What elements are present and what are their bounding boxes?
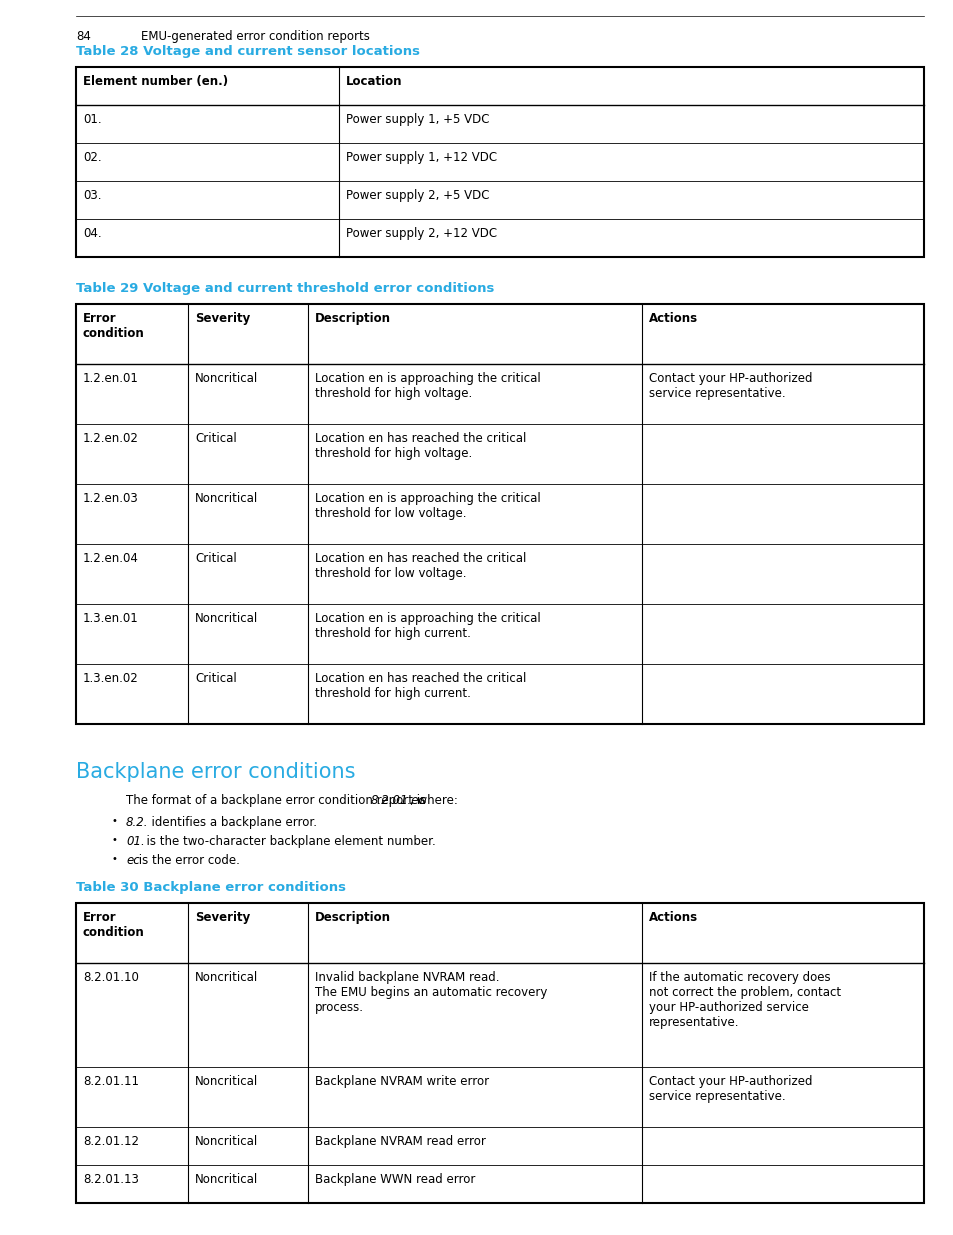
Text: Noncritical: Noncritical xyxy=(194,492,258,505)
Text: •: • xyxy=(112,835,118,845)
Text: Power supply 2, +5 VDC: Power supply 2, +5 VDC xyxy=(346,189,489,203)
Bar xyxy=(76,903,923,1203)
Text: Backplane WWN read error: Backplane WWN read error xyxy=(315,1173,476,1186)
Text: 04.: 04. xyxy=(83,227,102,240)
Text: Location: Location xyxy=(346,75,402,88)
Text: ec: ec xyxy=(126,853,139,867)
Text: identifies a backplane error.: identifies a backplane error. xyxy=(144,816,316,829)
Text: Noncritical: Noncritical xyxy=(194,971,258,984)
Text: 8.2.: 8.2. xyxy=(126,816,149,829)
Text: 8.2.01.13: 8.2.01.13 xyxy=(83,1173,139,1186)
Text: , where:: , where: xyxy=(410,794,457,806)
Text: Backplane error conditions: Backplane error conditions xyxy=(76,762,355,782)
Text: Error
condition: Error condition xyxy=(83,312,145,340)
Text: Severity: Severity xyxy=(194,312,250,325)
Text: 1.3.en.01: 1.3.en.01 xyxy=(83,613,138,625)
Text: If the automatic recovery does
not correct the problem, contact
your HP-authoriz: If the automatic recovery does not corre… xyxy=(648,971,840,1029)
Text: Severity: Severity xyxy=(194,911,250,924)
Text: Error
condition: Error condition xyxy=(83,911,145,939)
Bar xyxy=(76,304,923,724)
Text: 01.: 01. xyxy=(83,112,102,126)
Text: 01.: 01. xyxy=(126,835,145,848)
Text: Noncritical: Noncritical xyxy=(194,1135,258,1149)
Text: Noncritical: Noncritical xyxy=(194,1074,258,1088)
Text: 8.2.01.11: 8.2.01.11 xyxy=(83,1074,139,1088)
Text: Table 30 Backplane error conditions: Table 30 Backplane error conditions xyxy=(76,881,346,894)
Text: EMU-generated error condition reports: EMU-generated error condition reports xyxy=(141,30,370,43)
Text: Actions: Actions xyxy=(648,911,697,924)
Text: •: • xyxy=(112,853,118,864)
Text: 1.2.en.04: 1.2.en.04 xyxy=(83,552,139,564)
Text: Invalid backplane NVRAM read.
The EMU begins an automatic recovery
process.: Invalid backplane NVRAM read. The EMU be… xyxy=(315,971,547,1014)
Text: 1.2.en.03: 1.2.en.03 xyxy=(83,492,138,505)
Text: 8.2.01.ec: 8.2.01.ec xyxy=(370,794,425,806)
Text: Actions: Actions xyxy=(648,312,697,325)
Bar xyxy=(76,67,923,257)
Text: Critical: Critical xyxy=(194,672,236,685)
Text: •: • xyxy=(112,816,118,826)
Text: Critical: Critical xyxy=(194,432,236,445)
Text: Noncritical: Noncritical xyxy=(194,372,258,385)
Text: Location en is approaching the critical
threshold for high voltage.: Location en is approaching the critical … xyxy=(315,372,540,400)
Text: Table 28 Voltage and current sensor locations: Table 28 Voltage and current sensor loca… xyxy=(76,44,419,58)
Text: The format of a backplane error condition report is: The format of a backplane error conditio… xyxy=(126,794,430,806)
Text: Location en is approaching the critical
threshold for high current.: Location en is approaching the critical … xyxy=(315,613,540,640)
Text: Location en is approaching the critical
threshold for low voltage.: Location en is approaching the critical … xyxy=(315,492,540,520)
Text: Backplane NVRAM write error: Backplane NVRAM write error xyxy=(315,1074,489,1088)
Text: Description: Description xyxy=(315,312,391,325)
Text: Location en has reached the critical
threshold for high voltage.: Location en has reached the critical thr… xyxy=(315,432,526,459)
Text: 02.: 02. xyxy=(83,151,102,164)
Text: Description: Description xyxy=(315,911,391,924)
Text: Noncritical: Noncritical xyxy=(194,1173,258,1186)
Text: Power supply 1, +5 VDC: Power supply 1, +5 VDC xyxy=(346,112,489,126)
Text: Location en has reached the critical
threshold for high current.: Location en has reached the critical thr… xyxy=(315,672,526,700)
Text: Element number (en.): Element number (en.) xyxy=(83,75,228,88)
Text: 8.2.01.10: 8.2.01.10 xyxy=(83,971,139,984)
Text: Power supply 1, +12 VDC: Power supply 1, +12 VDC xyxy=(346,151,497,164)
Text: Backplane NVRAM read error: Backplane NVRAM read error xyxy=(315,1135,486,1149)
Text: Noncritical: Noncritical xyxy=(194,613,258,625)
Text: 1.2.en.02: 1.2.en.02 xyxy=(83,432,139,445)
Text: Critical: Critical xyxy=(194,552,236,564)
Text: 8.2.01.12: 8.2.01.12 xyxy=(83,1135,139,1149)
Text: Contact your HP-authorized
service representative.: Contact your HP-authorized service repre… xyxy=(648,1074,811,1103)
Text: Contact your HP-authorized
service representative.: Contact your HP-authorized service repre… xyxy=(648,372,811,400)
Text: Power supply 2, +12 VDC: Power supply 2, +12 VDC xyxy=(346,227,497,240)
Text: is the two-character backplane element number.: is the two-character backplane element n… xyxy=(139,835,436,848)
Text: Table 29 Voltage and current threshold error conditions: Table 29 Voltage and current threshold e… xyxy=(76,282,494,295)
Text: is the error code.: is the error code. xyxy=(134,853,239,867)
Text: 84: 84 xyxy=(76,30,91,43)
Text: 1.3.en.02: 1.3.en.02 xyxy=(83,672,138,685)
Text: 1.2.en.01: 1.2.en.01 xyxy=(83,372,139,385)
Text: Location en has reached the critical
threshold for low voltage.: Location en has reached the critical thr… xyxy=(315,552,526,580)
Text: 03.: 03. xyxy=(83,189,101,203)
